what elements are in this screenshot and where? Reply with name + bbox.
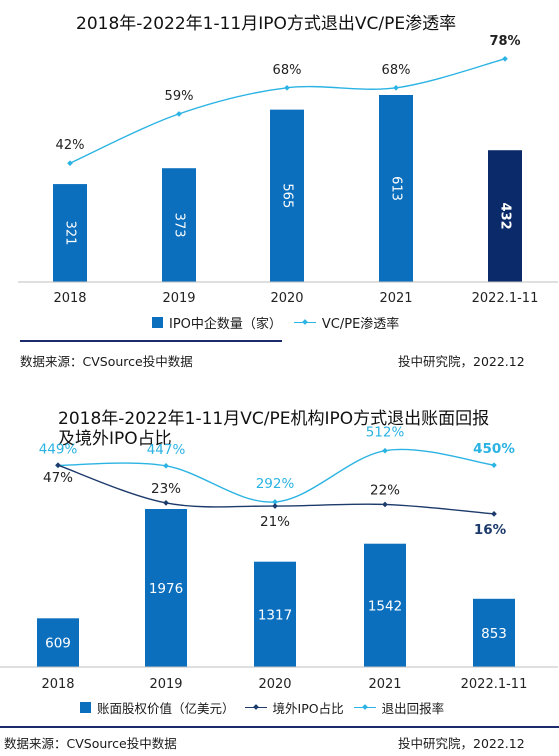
legend-bar-swatch xyxy=(152,317,163,328)
chart2-bar-label-0: 609 xyxy=(45,636,71,652)
chart1-bar-label-3: 613 xyxy=(389,176,404,201)
legend-line-label: VC/PE渗透率 xyxy=(321,317,400,332)
chart2-bar-label-4: 853 xyxy=(481,626,507,642)
chart2-x-tick-0: 2018 xyxy=(41,677,74,692)
chart1-line-label-2: 68% xyxy=(273,63,302,78)
chart2-x-tick-2: 2020 xyxy=(258,677,291,692)
chart1-rule xyxy=(20,340,282,342)
chart2-overseas-label-2: 21% xyxy=(260,514,290,530)
chart1-x-tick-3: 2021 xyxy=(379,291,412,306)
chart1-legend: IPO中企数量（家） VC/PE渗透率 xyxy=(152,313,399,332)
chart2-bar-0 xyxy=(37,618,79,667)
legend2-line1-label: 境外IPO占比 xyxy=(272,701,344,716)
chart2-overseas-label-4: 16% xyxy=(474,522,507,538)
chart2-return-point-3 xyxy=(382,447,388,454)
chart1-bar-label-2: 565 xyxy=(280,183,295,208)
chart1-line-point-2 xyxy=(284,84,290,91)
chart2-x-tick-1: 2019 xyxy=(149,677,182,692)
chart1-bar-1 xyxy=(162,168,196,282)
chart2-overseas-point-4 xyxy=(491,511,497,517)
chart2-overseas-label-1: 23% xyxy=(151,481,181,497)
chart1-x-tick-1: 2019 xyxy=(162,291,195,306)
legend2-line2-label: 退出回报率 xyxy=(381,701,445,716)
chart2-bar-label-1: 1976 xyxy=(149,581,183,597)
chart1-line-label-1: 59% xyxy=(165,89,194,104)
chart1-x-tick-4: 2022.1-11 xyxy=(472,291,539,306)
chart1-line-label-0: 42% xyxy=(56,138,85,153)
chart1-bar-2 xyxy=(270,109,304,283)
chart1-line-label-4: 78% xyxy=(489,34,520,49)
chart1-credit: 投中研究院，2022.12 xyxy=(398,354,525,369)
chart2-return-label-0: 449% xyxy=(39,441,78,457)
chart2-bar-1 xyxy=(145,509,187,667)
chart1-source: 数据来源：CVSource投中数据 xyxy=(20,354,193,369)
chart2-rule xyxy=(0,726,559,728)
chart1-title: 2018年-2022年1-11月IPO方式退出VC/PE渗透率 xyxy=(76,14,457,34)
legend2-line1-swatch xyxy=(244,707,267,708)
chart1-x-tick-0: 2018 xyxy=(53,291,86,306)
chart2-return-point-2 xyxy=(272,499,278,505)
chart2-title-line1: 2018年-2022年1-11月VC/PE机构IPO方式退出账面回报 xyxy=(58,409,490,429)
chart2-return-label-2: 292% xyxy=(256,476,295,492)
legend-bar-label: IPO中企数量（家） xyxy=(169,317,282,332)
chart2-credit: 投中研究院，2022.12 xyxy=(398,736,525,751)
chart1-plot: 321 373 565 613 432 2018 2019 2020 2021 2022.1-11… xyxy=(18,34,558,306)
legend-line-swatch xyxy=(293,322,316,323)
chart1-bar-4 xyxy=(488,150,522,282)
chart2-bar-label-3: 1542 xyxy=(368,598,402,614)
chart2-overseas-label-0: 47% xyxy=(43,470,73,486)
chart1-line-point-3 xyxy=(393,84,399,91)
chart1-bar-label-0: 321 xyxy=(63,221,78,246)
chart2-x-tick-3: 2021 xyxy=(368,677,401,692)
chart2-overseas-point-2 xyxy=(272,503,278,509)
chart2-overseas-point-1 xyxy=(163,500,169,506)
chart2-legend: 账面股权价值（亿美元） 境外IPO占比 退出回报率 xyxy=(80,698,444,717)
chart2-x-tick-4: 2022.1-11 xyxy=(461,677,528,692)
chart2-source: 数据来源：CVSource投中数据 xyxy=(4,736,177,751)
chart2-bar-4 xyxy=(473,598,515,667)
chart2-return-label-1: 447% xyxy=(147,442,186,458)
chart1-bar-0 xyxy=(53,184,87,282)
chart2-overseas-point-0 xyxy=(55,462,61,469)
legend2-bar-label: 账面股权价值（亿美元） xyxy=(97,701,235,716)
chart2-overseas-point-3 xyxy=(382,501,388,508)
chart2-overseas-label-3: 22% xyxy=(370,482,400,498)
chart1-bar-3 xyxy=(379,95,413,282)
legend2-line2-swatch xyxy=(353,707,376,708)
legend2-bar-swatch xyxy=(80,702,91,713)
chart2-bar-3 xyxy=(364,543,406,667)
chart2-return-label-4: 450% xyxy=(473,441,515,457)
chart1-line-label-3: 68% xyxy=(382,63,411,78)
chart1-x-tick-2: 2020 xyxy=(270,291,303,306)
chart2-bar-2 xyxy=(254,561,296,667)
chart2-return-label-3: 512% xyxy=(366,425,405,441)
chart1-bar-label-1: 373 xyxy=(172,213,187,238)
chart1-line-point-1 xyxy=(176,111,182,117)
chart1-line-point-0 xyxy=(67,160,73,167)
chart2-title-line2: 及境外IPO占比 xyxy=(58,429,172,449)
chart2-return-point-4 xyxy=(491,462,497,468)
chart2-return-point-1 xyxy=(163,463,169,469)
chart1-bar-label-4: 432 xyxy=(498,203,513,230)
chart2-bar-label-2: 1317 xyxy=(258,607,292,623)
